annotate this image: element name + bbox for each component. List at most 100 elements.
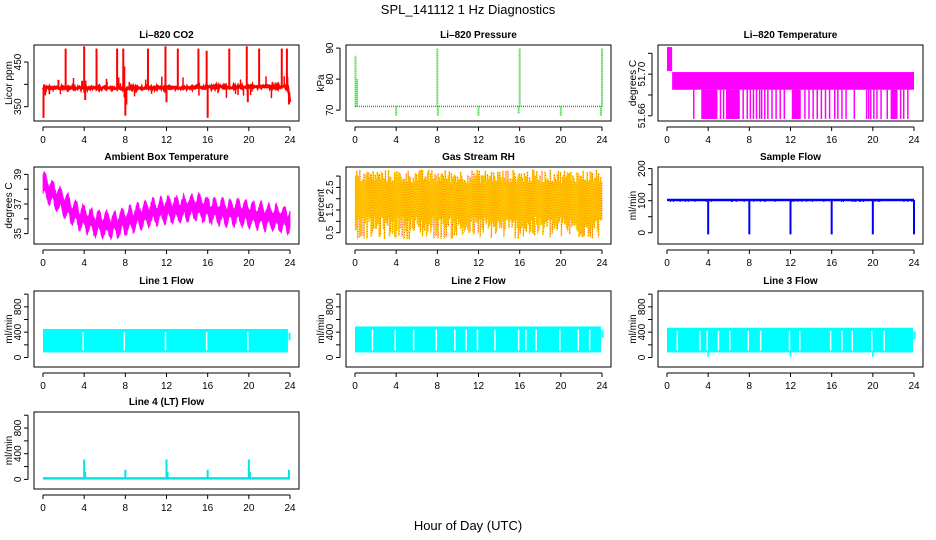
- y-axis-label: ml/min: [4, 314, 15, 343]
- dropout-block: [792, 89, 801, 119]
- y-axis-label: ml/min: [316, 314, 327, 343]
- x-tick-label: 12: [161, 258, 173, 269]
- panel-title: Sample Flow: [760, 152, 821, 163]
- y-tick-label: 80: [325, 73, 336, 85]
- y-tick-label: 350: [13, 98, 24, 115]
- x-tick-label: 16: [202, 381, 214, 392]
- y-tick-label: 35: [13, 228, 24, 240]
- x-tick-label: 8: [123, 381, 129, 392]
- x-tick-label: 12: [473, 258, 485, 269]
- x-tick-label: 4: [81, 135, 87, 146]
- plot-frame: [657, 44, 924, 122]
- plot-frame: [33, 44, 300, 122]
- x-tick-label: 8: [747, 135, 753, 146]
- x-tick-label: 20: [243, 381, 255, 392]
- x-tick-label: 24: [284, 258, 296, 269]
- dropout-block: [701, 89, 718, 119]
- x-tick-label: 16: [826, 381, 838, 392]
- x-tick-label: 12: [161, 503, 173, 514]
- x-tick-label: 20: [555, 135, 567, 146]
- x-tick-label: 16: [202, 258, 214, 269]
- plot-area: [43, 329, 291, 353]
- panel-title: Li–820 Temperature: [744, 30, 838, 41]
- panel-title: Li–820 Pressure: [440, 30, 517, 41]
- x-tick-label: 4: [81, 381, 87, 392]
- x-tick-label: 0: [352, 135, 358, 146]
- x-tick-label: 24: [908, 381, 920, 392]
- x-tick-label: 0: [664, 258, 670, 269]
- plot-area: [43, 459, 290, 480]
- x-tick-label: 24: [908, 135, 920, 146]
- series-bars: [354, 169, 603, 240]
- y-tick-label: 39: [13, 168, 24, 180]
- x-tick-label: 8: [123, 258, 129, 269]
- panel-co2: Li–820 CO2 Licor ppm 0 4 8 12 16 20 24 350 450: [4, 30, 300, 146]
- y-tick-label: 0.5: [325, 225, 336, 239]
- x-tick-label: 4: [81, 258, 87, 269]
- x-tick-label: 0: [40, 258, 46, 269]
- x-tick-label: 8: [747, 381, 753, 392]
- y-tick-label: 0: [637, 230, 648, 236]
- plot-frame: [657, 166, 924, 245]
- x-tick-label: 0: [664, 135, 670, 146]
- x-tick-label: 0: [352, 381, 358, 392]
- main-band: [672, 72, 914, 90]
- plot-area: [667, 198, 915, 235]
- plot-frame: [33, 166, 300, 245]
- plot-area: [42, 170, 291, 241]
- y-tick-label: 400: [13, 323, 24, 340]
- y-axis-label: Licor ppm: [4, 61, 15, 105]
- panel-line3-flow: Line 3 Flow ml/min 0 4 8 12 16 20 24 0 400 800: [628, 276, 924, 392]
- y-tick-label: 800: [637, 298, 648, 315]
- dropout-block: [726, 89, 740, 119]
- x-tick-label: 12: [161, 135, 173, 146]
- panel-li820-temp: Li–820 Temperature degrees C 0 4 8 12 16 20 24 51…: [628, 30, 924, 146]
- plot-area: [355, 326, 604, 353]
- x-tick-label: 24: [284, 135, 296, 146]
- x-tick-label: 4: [705, 135, 711, 146]
- x-tick-label: 0: [664, 381, 670, 392]
- panel-line4-flow: Line 4 (LT) Flow ml/min 0 4 8 12 16 20 24 0 400 800: [4, 397, 300, 514]
- x-tick-label: 8: [435, 258, 441, 269]
- panel-pressure: Li–820 Pressure kPa 0 4 8 12 16 20 24 70 80 90: [316, 30, 612, 146]
- y-tick-label: 1.5: [325, 203, 336, 217]
- x-tick-label: 24: [596, 135, 608, 146]
- panel-title: Line 3 Flow: [763, 276, 818, 287]
- x-tick-label: 12: [785, 135, 797, 146]
- x-tick-label: 12: [473, 135, 485, 146]
- startup-band: [667, 47, 673, 72]
- y-tick-label: 2.5: [325, 180, 336, 194]
- x-tick-label: 16: [202, 503, 214, 514]
- x-tick-label: 0: [352, 258, 358, 269]
- y-tick-label: 800: [13, 298, 24, 315]
- y-tick-label: 0: [13, 476, 24, 482]
- x-tick-label: 12: [473, 381, 485, 392]
- y-tick-label: 800: [13, 419, 24, 436]
- x-tick-label: 8: [435, 381, 441, 392]
- figure-xlabel: Hour of Day (UTC): [413, 518, 523, 533]
- x-tick-label: 4: [393, 135, 399, 146]
- x-tick-label: 8: [123, 135, 129, 146]
- y-axis-label: ml/min: [628, 191, 639, 220]
- panel-rh: Gas Stream RH percent 0 4 8 12 16 20 24 0.5 1.5 2.5: [316, 152, 612, 269]
- x-tick-label: 4: [705, 381, 711, 392]
- y-tick-label: 400: [325, 323, 336, 340]
- y-tick-label: 51.70: [637, 61, 648, 86]
- y-axis-label: degrees C: [4, 182, 15, 228]
- panel-line1-flow: Line 1 Flow ml/min 0 4 8 12 16 20 24 0 400 800: [4, 276, 300, 392]
- x-tick-label: 24: [908, 258, 920, 269]
- y-tick-label: 0: [13, 354, 24, 360]
- x-tick-label: 24: [596, 381, 608, 392]
- x-tick-label: 20: [867, 381, 879, 392]
- panel-title: Line 4 (LT) Flow: [129, 397, 205, 408]
- y-tick-label: 200: [637, 160, 648, 177]
- y-tick-label: 51.66: [637, 103, 648, 128]
- x-tick-label: 20: [555, 381, 567, 392]
- x-tick-label: 12: [785, 258, 797, 269]
- x-tick-label: 12: [161, 381, 173, 392]
- x-tick-label: 20: [243, 135, 255, 146]
- x-tick-label: 16: [514, 135, 526, 146]
- x-tick-label: 4: [81, 503, 87, 514]
- x-tick-label: 4: [393, 381, 399, 392]
